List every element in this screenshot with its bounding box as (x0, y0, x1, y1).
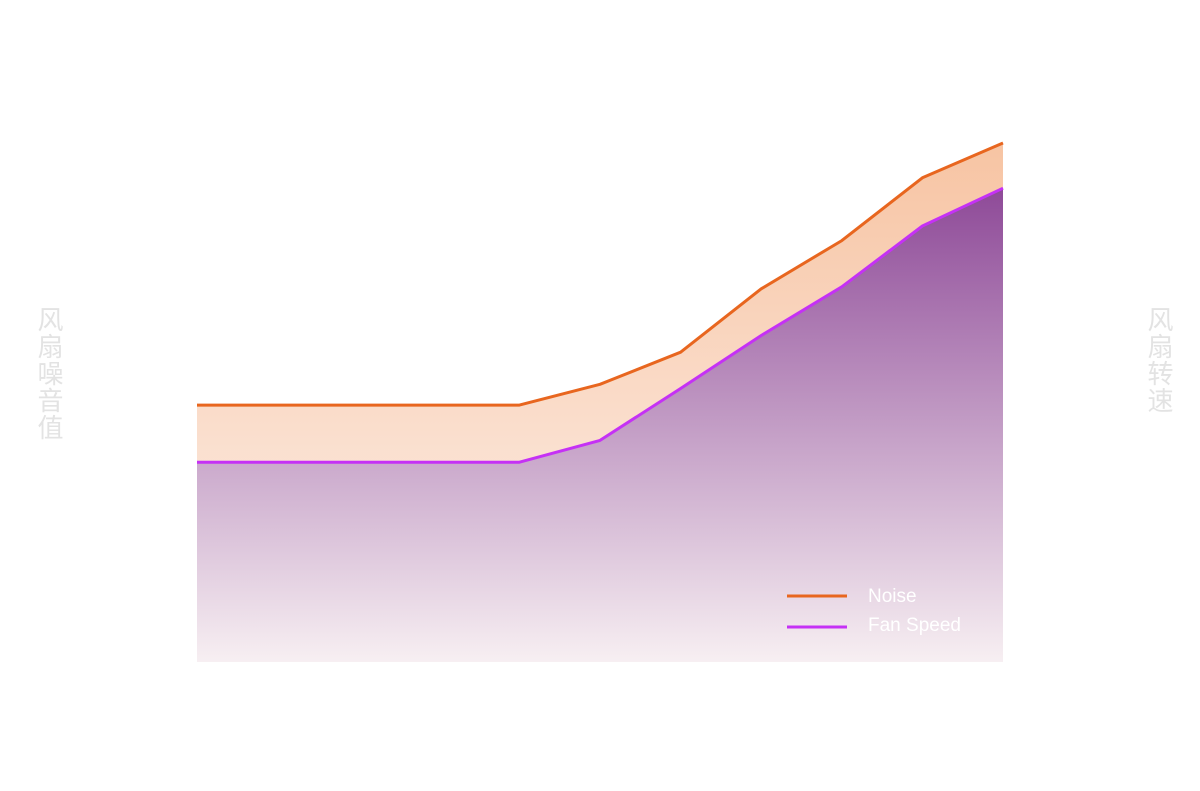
plot-area (196, 141, 1004, 662)
noise-points (196, 142, 1004, 406)
y-axis-label-right: 风扇转速 (1143, 306, 1173, 414)
y-axis-label-left: 风扇噪音值 (33, 306, 63, 441)
legend-label-noise: Noise (868, 586, 917, 607)
noise-line (197, 141, 1004, 407)
fan-speed-line (197, 186, 1004, 464)
legend: Noise Fan Speed (787, 586, 961, 636)
fan-speed-area (197, 188, 1003, 662)
fan-speed-points (196, 188, 1004, 463)
legend-label-fan-speed: Fan Speed (868, 615, 961, 636)
